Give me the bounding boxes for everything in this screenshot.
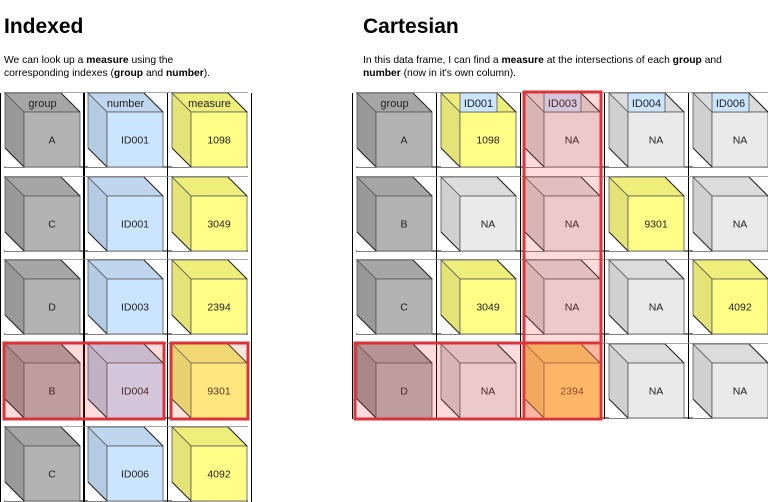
highlight-measure xyxy=(169,341,250,421)
cartesian-cell-group: D xyxy=(356,343,433,419)
cell-value: A xyxy=(400,135,407,147)
cartesian-cell-ID001: NA xyxy=(440,176,517,252)
cell-value: ID003 xyxy=(121,302,149,314)
cartesian-cell-ID001: NA xyxy=(440,343,517,419)
cartesian-cell-ID004: ID004 NA xyxy=(608,92,685,168)
cell-value: A xyxy=(48,135,55,147)
cartesian-cell-group: group A xyxy=(356,92,433,168)
indexed-title: Indexed xyxy=(4,15,84,38)
indexed-cell-group: D xyxy=(4,259,81,335)
cell-value: 4092 xyxy=(207,469,231,481)
indexed-cell-group: B xyxy=(4,343,81,419)
indexed-cell-group: C xyxy=(4,176,81,252)
cartesian-cell-ID001: ID001 1098 xyxy=(440,92,517,168)
indexed-cell-group: C xyxy=(4,426,81,502)
cartesian-cell-ID004: 9301 xyxy=(608,176,685,252)
highlight-intersection xyxy=(525,344,600,418)
indexed-cell-number: ID001 xyxy=(87,176,164,252)
indexed-cell-measure: 9301 xyxy=(171,343,248,419)
highlight-index-keys xyxy=(2,341,166,421)
cell-value: D xyxy=(400,386,408,398)
indexed-cell-number: ID004 xyxy=(87,343,164,419)
column-header: ID004 xyxy=(632,98,661,110)
cell-value: 9301 xyxy=(207,386,231,398)
cell-value: NA xyxy=(565,302,580,314)
cell-value: 2394 xyxy=(560,386,584,398)
column-header-tag xyxy=(459,92,498,113)
indexed-cell-measure: 4092 xyxy=(171,426,248,502)
cell-value: NA xyxy=(481,219,496,231)
cell-value: 1098 xyxy=(476,135,500,147)
indexed-cell-number: ID003 xyxy=(87,259,164,335)
column-header: number xyxy=(107,98,145,110)
cartesian-cell-group: C xyxy=(356,259,433,335)
cell-value: C xyxy=(48,469,56,481)
cartesian-title: Cartesian xyxy=(363,15,459,38)
cell-value: ID004 xyxy=(121,386,149,398)
column-header: group xyxy=(28,98,56,110)
cell-value: 3049 xyxy=(207,219,231,231)
column-header: ID001 xyxy=(464,98,493,110)
cell-value: NA xyxy=(649,135,664,147)
cell-value: B xyxy=(400,219,407,231)
column-header: ID006 xyxy=(716,98,745,110)
cell-value: B xyxy=(48,386,55,398)
cartesian-cell-ID006: NA xyxy=(692,176,768,252)
cell-value: NA xyxy=(649,386,664,398)
highlight-column xyxy=(522,90,603,421)
column-header: measure xyxy=(188,98,231,110)
cell-value: NA xyxy=(733,386,748,398)
cell-value: D xyxy=(48,302,56,314)
cartesian-cell-ID006: NA xyxy=(692,343,768,419)
cell-value: 2394 xyxy=(207,302,231,314)
cartesian-cell-ID004: NA xyxy=(608,343,685,419)
cell-value: 4092 xyxy=(728,302,752,314)
cartesian-cell-ID001: 3049 xyxy=(440,259,517,335)
cartesian-cell-group: B xyxy=(356,176,433,252)
column-header-tag xyxy=(627,92,666,113)
column-header-tag xyxy=(711,92,750,113)
cartesian-cell-ID004: NA xyxy=(608,259,685,335)
indexed-cell-measure: measure 1098 xyxy=(171,92,248,168)
cell-value: C xyxy=(400,302,408,314)
indexed-cell-measure: 2394 xyxy=(171,259,248,335)
cell-value: C xyxy=(48,219,56,231)
cell-value: NA xyxy=(649,302,664,314)
cartesian-cell-ID003: NA xyxy=(524,259,601,335)
cell-value: NA xyxy=(565,135,580,147)
indexed-cell-group: group A xyxy=(4,92,81,168)
cell-value: NA xyxy=(481,386,496,398)
cell-value: NA xyxy=(565,219,580,231)
column-header: group xyxy=(380,98,408,110)
highlight-row xyxy=(353,341,603,421)
cartesian-cell-ID003: 2394 xyxy=(524,343,601,419)
cartesian-cell-ID003: ID003 NA xyxy=(524,92,601,168)
cell-value: 3049 xyxy=(476,302,500,314)
cartesian-cell-ID006: ID006 NA xyxy=(692,92,768,168)
cartesian-cell-ID003: NA xyxy=(524,176,601,252)
indexed-cell-measure: 3049 xyxy=(171,176,248,252)
cartesian-description: In this data frame, I can find a measure… xyxy=(363,55,722,79)
indexed-cell-number: number ID001 xyxy=(87,92,164,168)
cell-value: NA xyxy=(733,219,748,231)
cell-value: 1098 xyxy=(207,135,231,147)
cartesian-cell-ID006: 4092 xyxy=(692,259,768,335)
cell-value: ID001 xyxy=(121,135,149,147)
cell-value: 9301 xyxy=(644,219,668,231)
cell-value: NA xyxy=(733,135,748,147)
cell-value: ID001 xyxy=(121,219,149,231)
indexed-description: We can look up a measure using the corres… xyxy=(4,55,211,79)
indexed-cell-number: ID006 xyxy=(87,426,164,502)
column-header: ID003 xyxy=(548,98,577,110)
cell-value: ID006 xyxy=(121,469,149,481)
